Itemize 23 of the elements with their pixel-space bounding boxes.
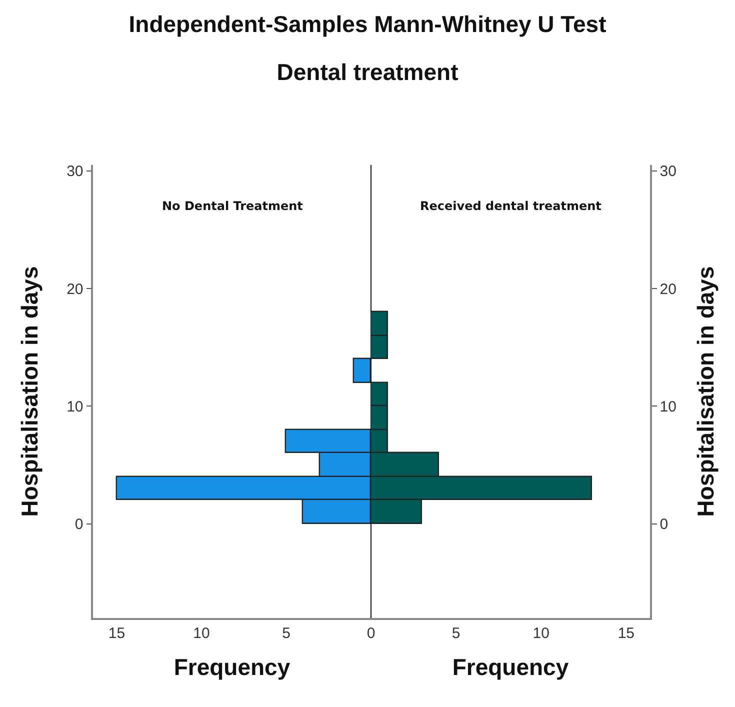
x-axis-title: Frequency — [452, 654, 569, 680]
chart-subtitle: Dental treatment — [276, 58, 460, 87]
x-tick-label: 15 — [108, 624, 126, 642]
y-tick-label: 0 — [74, 516, 84, 534]
annotation: Received dental treatment — [420, 199, 602, 213]
y-tick-label: 20 — [660, 280, 676, 298]
y-axis-title: Hospitalisation in days — [692, 266, 719, 517]
y-axis-title: Hospitalisation in days — [16, 266, 43, 517]
x-tick-label: 0 — [366, 624, 376, 642]
x-tick-label: 10 — [532, 624, 550, 642]
x-tick-label: 10 — [193, 624, 210, 642]
y-tick-label: 30 — [66, 163, 84, 180]
y-tick-label: 20 — [66, 280, 84, 298]
y-tick-label: 30 — [660, 163, 676, 180]
x-tick-label: 5 — [452, 624, 460, 642]
y-tick-label: 10 — [66, 398, 84, 416]
chart-title: Independent-Samples Mann-Whitney U Test — [128, 10, 608, 39]
annotation: No Dental Treatment — [162, 199, 304, 213]
x-tick-label: 15 — [618, 624, 635, 642]
x-tick-label: 5 — [282, 624, 290, 642]
x-axis-title: Frequency — [174, 654, 290, 680]
y-tick-label: 10 — [660, 398, 676, 416]
y-tick-label: 0 — [660, 516, 668, 534]
